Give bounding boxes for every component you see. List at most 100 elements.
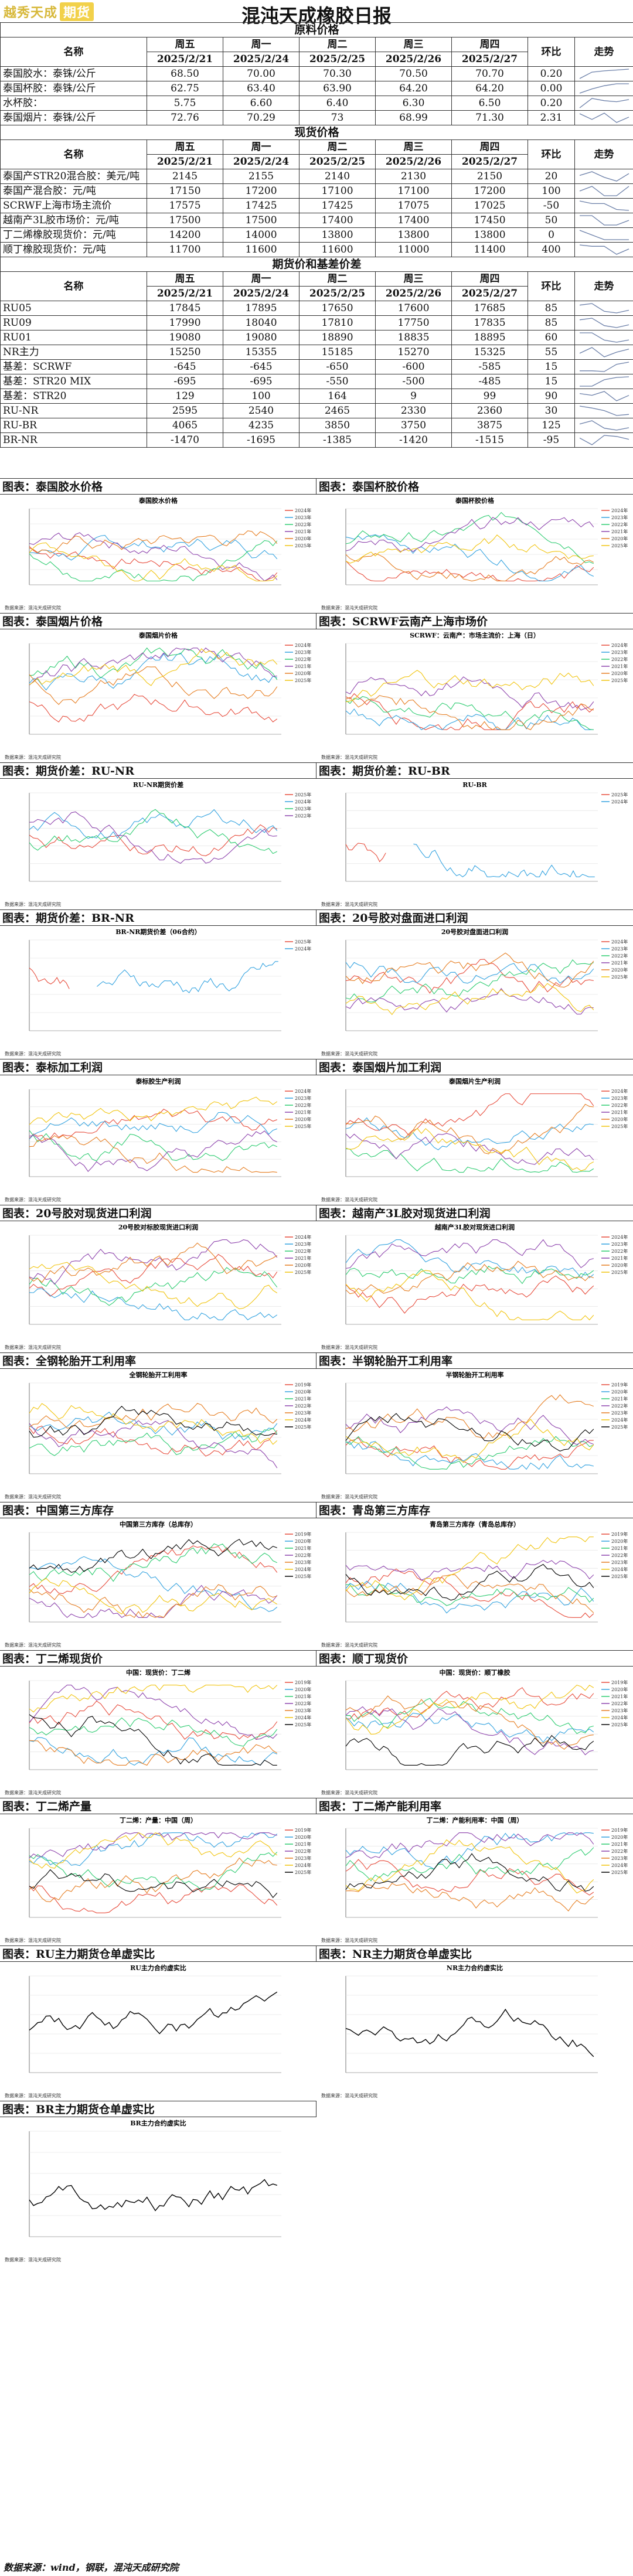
col-weekday: 周四 bbox=[451, 37, 528, 52]
table-row: BR-NR -1470 -1695 -1385 -1420 -1515 -95 bbox=[0, 432, 633, 448]
trend-sparkline bbox=[579, 230, 629, 240]
chart-title: 泰国烟片价格 bbox=[138, 631, 178, 639]
chart-panel: 青岛第三方库存（青岛总库存）2019年2020年2021年2022年2023年2… bbox=[321, 1520, 628, 1648]
series-line bbox=[29, 1832, 277, 1859]
series-line bbox=[29, 1427, 278, 1456]
sparkline-line bbox=[580, 376, 629, 387]
row-value: 11600 bbox=[223, 242, 300, 257]
company-logo: 越秀天成 期货 bbox=[4, 2, 94, 21]
legend-label: 2022年 bbox=[611, 1102, 628, 1108]
chart-title: 泰国杯胶价格 bbox=[455, 496, 495, 505]
chart-title: 中国第三方库存（总库存） bbox=[120, 1520, 197, 1528]
col-weekday: 周三 bbox=[375, 37, 452, 52]
header-row: 名称 周五 周一 周二 周三 周四 环比 走势 bbox=[0, 271, 633, 301]
legend-label: 2024年 bbox=[611, 1234, 628, 1240]
legend-label: 2024年 bbox=[295, 799, 311, 805]
legend-label: 2021年 bbox=[611, 1841, 628, 1847]
legend-label: 2023年 bbox=[295, 649, 311, 655]
col-trend-header: 走势 bbox=[574, 271, 633, 301]
series-line bbox=[29, 824, 277, 857]
series-line bbox=[345, 1847, 594, 1882]
row-value: 14000 bbox=[223, 227, 300, 243]
row-change: 85 bbox=[528, 301, 575, 316]
legend-label: 2023年 bbox=[295, 1855, 311, 1861]
chart-source: 数据来源：混沌天成研究院 bbox=[321, 1344, 377, 1350]
series-line bbox=[345, 512, 594, 564]
col-date: 2025/2/25 bbox=[299, 286, 376, 301]
legend-label: 2023年 bbox=[611, 1708, 628, 1713]
chart-source: 数据来源：混沌天成研究院 bbox=[321, 1051, 377, 1057]
row-value: 17845 bbox=[147, 301, 223, 316]
series-line bbox=[345, 1275, 594, 1314]
chart-label: 图表：泰标加工利润 bbox=[0, 1059, 316, 1075]
col-name-header: 名称 bbox=[0, 271, 147, 301]
series-line bbox=[345, 676, 594, 711]
legend-label: 2024年 bbox=[295, 1088, 311, 1094]
col-weekday: 周二 bbox=[299, 271, 376, 287]
legend-label: 2020年 bbox=[295, 1686, 311, 1692]
row-value: 164 bbox=[299, 389, 376, 404]
header-date-row: 2025/2/21 2025/2/24 2025/2/25 2025/2/26 2025… bbox=[1, 286, 633, 301]
row-value: -695 bbox=[223, 374, 300, 389]
row-value: 11000 bbox=[375, 242, 452, 257]
row-value: 13800 bbox=[375, 227, 452, 243]
col-weekday: 周二 bbox=[299, 139, 376, 155]
chart-label: 图表：BR主力期货仓单虚实比 bbox=[0, 2101, 316, 2117]
series-line bbox=[345, 1270, 594, 1321]
series-line bbox=[29, 1130, 278, 1172]
series-line bbox=[345, 843, 386, 863]
series-line bbox=[345, 695, 594, 730]
series-line bbox=[29, 546, 278, 582]
legend-label: 2023年 bbox=[295, 1410, 311, 1416]
row-name: RU-NR bbox=[0, 403, 147, 418]
row-trend bbox=[574, 315, 633, 330]
series-line bbox=[345, 1148, 594, 1173]
sparkline-line bbox=[579, 200, 629, 211]
row-change: 50 bbox=[528, 213, 575, 228]
legend-label: 2020年 bbox=[295, 536, 311, 541]
series-line bbox=[29, 1134, 277, 1173]
col-weekday: 周三 bbox=[375, 139, 452, 155]
legend-label: 2021年 bbox=[611, 1545, 628, 1551]
legend-label: 2022年 bbox=[611, 656, 628, 662]
table-row: 泰国胶水：泰铢/公斤 68.50 70.00 70.30 70.50 70.70 0.20 bbox=[0, 66, 633, 81]
col-date: 2025/2/25 bbox=[299, 154, 376, 169]
legend-label: 2023年 bbox=[295, 1559, 311, 1565]
trend-sparkline bbox=[579, 186, 629, 196]
series-line bbox=[345, 1859, 594, 1896]
series-line bbox=[29, 1857, 277, 1902]
legend-label: 2022年 bbox=[611, 953, 628, 959]
chart-source: 数据来源：混沌天成研究院 bbox=[5, 1642, 61, 1648]
series-line bbox=[345, 1413, 594, 1452]
row-value: -600 bbox=[375, 359, 452, 374]
row-change: 0.00 bbox=[528, 81, 575, 96]
row-value: 2145 bbox=[147, 169, 223, 184]
row-value: 17025 bbox=[451, 198, 528, 213]
series-line bbox=[345, 1266, 594, 1284]
row-trend bbox=[574, 96, 633, 111]
row-value: 73 bbox=[299, 110, 376, 125]
trend-sparkline bbox=[579, 406, 629, 416]
series-line bbox=[29, 648, 277, 686]
legend-label: 2025年 bbox=[611, 1722, 628, 1727]
legend-label: 2025年 bbox=[295, 1269, 311, 1275]
series-line bbox=[413, 843, 595, 878]
row-trend bbox=[574, 198, 633, 213]
row-value: 72.76 bbox=[147, 110, 223, 125]
series-line bbox=[345, 1536, 594, 1601]
legend-label: 2023年 bbox=[611, 1559, 628, 1565]
chart-title: BR-NR期货价差（06合约） bbox=[115, 928, 201, 936]
legend-label: 2020年 bbox=[611, 536, 628, 541]
series-line bbox=[345, 1394, 594, 1439]
row-trend bbox=[574, 374, 633, 389]
legend-label: 2020年 bbox=[295, 1834, 311, 1840]
row-name: 泰国胶水：泰铢/公斤 bbox=[0, 66, 147, 81]
series-line bbox=[29, 1109, 277, 1141]
series-line bbox=[29, 1267, 278, 1306]
row-value: 64.20 bbox=[375, 81, 452, 96]
row-trend bbox=[574, 242, 633, 257]
chart-label: 图表：期货价差：RU-NR bbox=[0, 762, 316, 779]
legend-label: 2025年 bbox=[295, 677, 311, 683]
trend-sparkline bbox=[579, 113, 629, 123]
